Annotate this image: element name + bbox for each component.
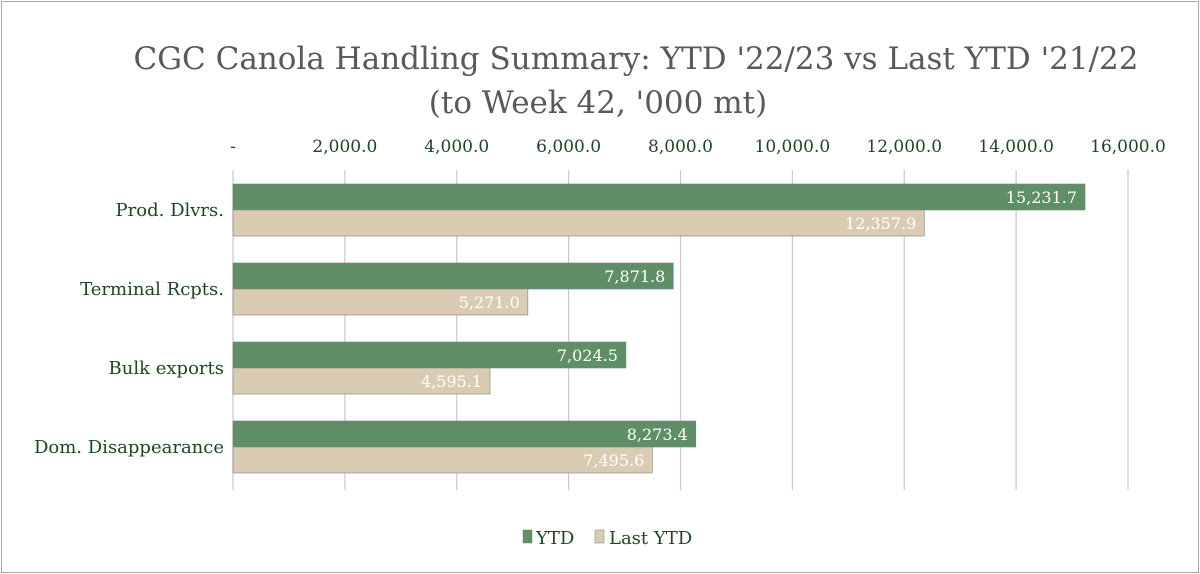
x-tick-label: 2,000.0 <box>312 137 377 157</box>
x-tick-label: 12,000.0 <box>866 137 942 157</box>
bar-last-ytd <box>232 209 925 237</box>
data-label: 4,595.1 <box>421 372 482 391</box>
x-tick-label: 4,000.0 <box>424 137 489 157</box>
bar-last-ytd <box>232 288 529 316</box>
x-tick-label: 8,000.0 <box>648 137 713 157</box>
x-tick-label: 14,000.0 <box>978 137 1054 157</box>
x-axis-ticks: - 2,000.0 4,000.0 6,000.0 8,000.0 10,000.0 12,… <box>230 137 1166 157</box>
data-label: 7,871.8 <box>604 267 665 286</box>
category-labels: Prod. Dlvrs. Terminal Rcpts. Bulk exports D… <box>34 200 224 458</box>
bar-last-ytd <box>232 446 653 474</box>
category-label: Dom. Disappearance <box>34 437 224 458</box>
chart-title-line1: CGC Canola Handling Summary: YTD '22/23 … <box>134 41 1139 77</box>
bar-last-ytd <box>232 367 491 395</box>
bar-ytd <box>232 183 1086 211</box>
x-tick-label: 10,000.0 <box>755 137 831 157</box>
legend: YTD Last YTD <box>522 528 692 549</box>
legend-label: Last YTD <box>609 528 692 549</box>
data-labels: 15,231.7 12,357.9 7,871.8 5,271.0 7,024.5 4,5… <box>421 188 1077 470</box>
legend-swatch <box>594 529 605 544</box>
data-label: 7,495.6 <box>583 451 644 470</box>
bars <box>232 183 1086 474</box>
x-tick-label: 16,000.0 <box>1090 137 1166 157</box>
x-tick-label: - <box>230 137 236 157</box>
x-tick-label: 6,000.0 <box>536 137 601 157</box>
data-label: 15,231.7 <box>1006 188 1077 207</box>
chart-title-line2: (to Week 42, '000 mt) <box>429 85 767 121</box>
data-label: 8,273.4 <box>627 425 688 444</box>
data-label: 7,024.5 <box>557 346 618 365</box>
category-label: Prod. Dlvrs. <box>116 200 224 221</box>
data-label: 12,357.9 <box>845 214 916 233</box>
legend-label: YTD <box>535 528 574 549</box>
legend-swatch <box>522 529 533 544</box>
category-label: Bulk exports <box>109 358 224 379</box>
data-label: 5,271.0 <box>459 293 520 312</box>
category-label: Terminal Rcpts. <box>80 279 224 300</box>
bar-ytd <box>232 420 697 448</box>
